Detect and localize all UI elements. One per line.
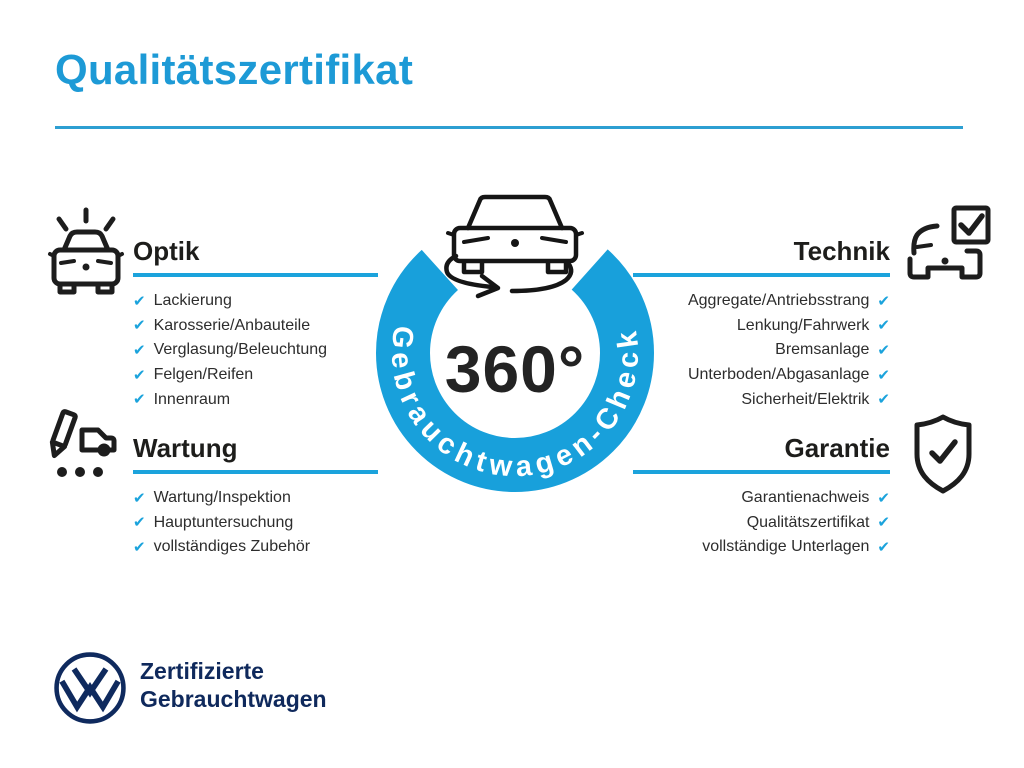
item-label: Verglasung/Beleuchtung [153,341,328,359]
item-label: Karosserie/Anbauteile [153,316,311,334]
check-icon: ✔ [877,366,890,384]
list-item: ✔ Karosserie/Anbauteile [133,314,378,339]
check-icon: ✔ [877,292,890,310]
check-icon: ✔ [877,317,890,335]
check-icon: ✔ [133,366,146,384]
check-icon: ✔ [133,514,146,532]
vw-logo [52,650,128,731]
brand-line1: Zertifizierte [140,658,264,684]
section-title-optik: Optik [133,236,378,277]
list-item: ✔ Felgen/Reifen [133,363,378,388]
list-item: ✔ vollständiges Zubehör [133,535,378,560]
item-label: vollständige Unterlagen [702,538,870,556]
ring-360-graphic: Gebrauchtwagen-Check [376,214,654,492]
check-icon: ✔ [133,341,146,359]
shield-check-icon [906,412,980,501]
item-label: Lackierung [153,292,232,310]
car-checkbox-icon [901,203,993,300]
item-label: Wartung/Inspektion [153,489,291,507]
item-label: vollständiges Zubehör [153,538,311,556]
item-label: Sicherheit/Elektrik [741,390,870,408]
section-title-garantie: Garantie [633,433,890,474]
section-garantie: Garantie Garantienachweis ✔ Qualitätszert… [633,433,890,560]
optik-items: ✔ Lackierung ✔ Karosserie/Anbauteile ✔ Verg… [133,289,378,412]
item-label: Qualitätszertifikat [746,513,870,531]
item-label: Innenraum [153,390,231,408]
shiny-car-icon [44,206,128,303]
degrees-label: 360° [444,332,586,406]
check-icon: ✔ [877,538,890,556]
item-label: Aggregate/Antriebsstrang [687,292,870,310]
item-label: Hauptuntersuchung [153,513,294,531]
brand-wordmark: Zertifizierte Gebrauchtwagen [140,657,327,713]
check-icon: ✔ [877,391,890,409]
list-item: Sicherheit/Elektrik ✔ [633,387,890,412]
brand-line2: Gebrauchtwagen [140,686,327,712]
list-item: Bremsanlage ✔ [633,338,890,363]
list-item: vollständige Unterlagen ✔ [633,535,890,560]
check-icon: ✔ [133,538,146,556]
section-title-wartung: Wartung [133,433,378,474]
check-icon: ✔ [877,341,890,359]
list-item: Garantienachweis ✔ [633,486,890,511]
check-icon: ✔ [133,489,146,507]
technik-items: Aggregate/Antriebsstrang ✔ Lenkung/Fahrwe… [633,289,890,412]
check-icon: ✔ [133,391,146,409]
item-label: Unterboden/Abgasanlage [687,366,870,384]
check-icon: ✔ [133,317,146,335]
ring-arc [376,214,654,492]
page-title: Qualitätszertifikat [55,46,414,93]
list-item: ✔ Lackierung [133,289,378,314]
list-item: ✔ Verglasung/Beleuchtung [133,338,378,363]
section-title-technik: Technik [633,236,890,277]
check-icon: ✔ [133,292,146,310]
car-rotation-icon [444,194,584,299]
item-label: Bremsanlage [775,341,870,359]
section-technik: Technik Aggregate/Antriebsstrang ✔ Lenkun… [633,236,890,412]
section-wartung: Wartung ✔ Wartung/Inspektion ✔ Hauptunters… [133,433,378,560]
wartung-items: ✔ Wartung/Inspektion ✔ Hauptuntersuchung ✔… [133,486,378,560]
list-item: Unterboden/Abgasanlage ✔ [633,363,890,388]
list-item: Aggregate/Antriebsstrang ✔ [633,289,890,314]
item-label: Garantienachweis [741,489,870,507]
service-log-icon [42,408,126,489]
garantie-items: Garantienachweis ✔ Qualitätszertifikat ✔ v… [633,486,890,560]
list-item: ✔ Innenraum [133,387,378,412]
item-label: Lenkung/Fahrwerk [736,316,870,334]
list-item: ✔ Hauptuntersuchung [133,511,378,536]
item-label: Felgen/Reifen [153,366,254,384]
check-icon: ✔ [877,489,890,507]
list-item: ✔ Wartung/Inspektion [133,486,378,511]
section-optik: Optik ✔ Lackierung ✔ Karosserie/Anbauteile… [133,236,378,412]
list-item: Qualitätszertifikat ✔ [633,511,890,536]
list-item: Lenkung/Fahrwerk ✔ [633,314,890,339]
title-divider [55,126,963,129]
check-icon: ✔ [877,514,890,532]
